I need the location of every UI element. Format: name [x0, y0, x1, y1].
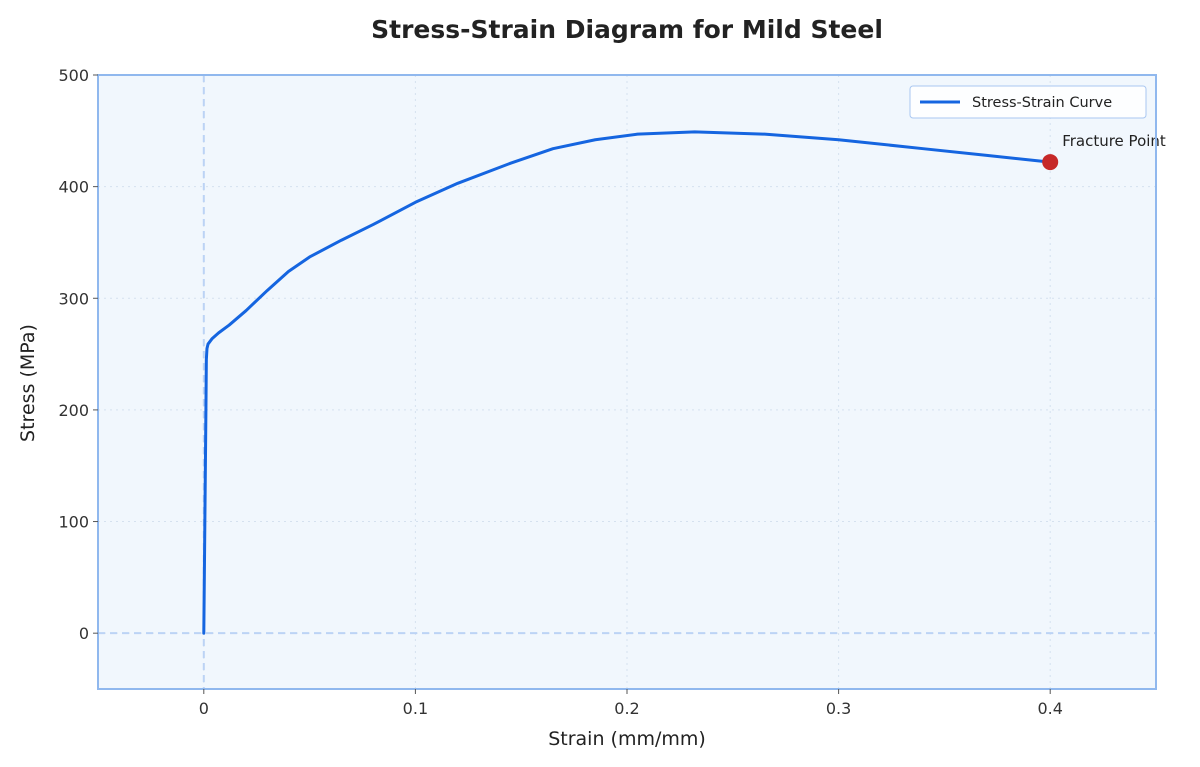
x-axis-label: Strain (mm/mm) — [548, 728, 706, 750]
x-tick-label-3: 0.3 — [826, 699, 851, 718]
legend-box — [909, 85, 1147, 119]
series-line-0 — [202, 130, 1052, 635]
y-tick-label-0: 0 — [79, 624, 89, 643]
fracture-point-label: Fracture Point — [1062, 132, 1166, 150]
x-tick-label-0: 0 — [199, 699, 209, 718]
annotation-layer: Fracture Point — [1042, 132, 1166, 171]
y-tick-label-2: 200 — [58, 401, 89, 420]
y-tick-label-4: 400 — [58, 178, 89, 197]
y-axis-ticks: 0 100 200 300 400 500 — [58, 66, 98, 643]
legend-label: Stress-Strain Curve — [972, 95, 1112, 111]
y-tick-label-5: 500 — [58, 66, 89, 85]
y-tick-label-1: 100 — [58, 513, 89, 532]
series-layer — [202, 130, 1052, 635]
legend: Stress-Strain Curve — [909, 85, 1147, 119]
x-axis-ticks: 0 0.1 0.2 0.3 0.4 — [199, 689, 1063, 718]
y-tick-label-3: 300 — [58, 289, 89, 308]
fracture-point-marker — [1042, 154, 1059, 171]
x-tick-label-1: 0.1 — [403, 699, 428, 718]
y-axis-label: Stress (MPa) — [17, 324, 39, 442]
chart-title: Stress-Strain Diagram for Mild Steel — [371, 15, 883, 44]
x-tick-label-2: 0.2 — [614, 699, 639, 718]
reference-lines — [98, 75, 1156, 689]
x-tick-label-4: 0.4 — [1037, 699, 1062, 718]
